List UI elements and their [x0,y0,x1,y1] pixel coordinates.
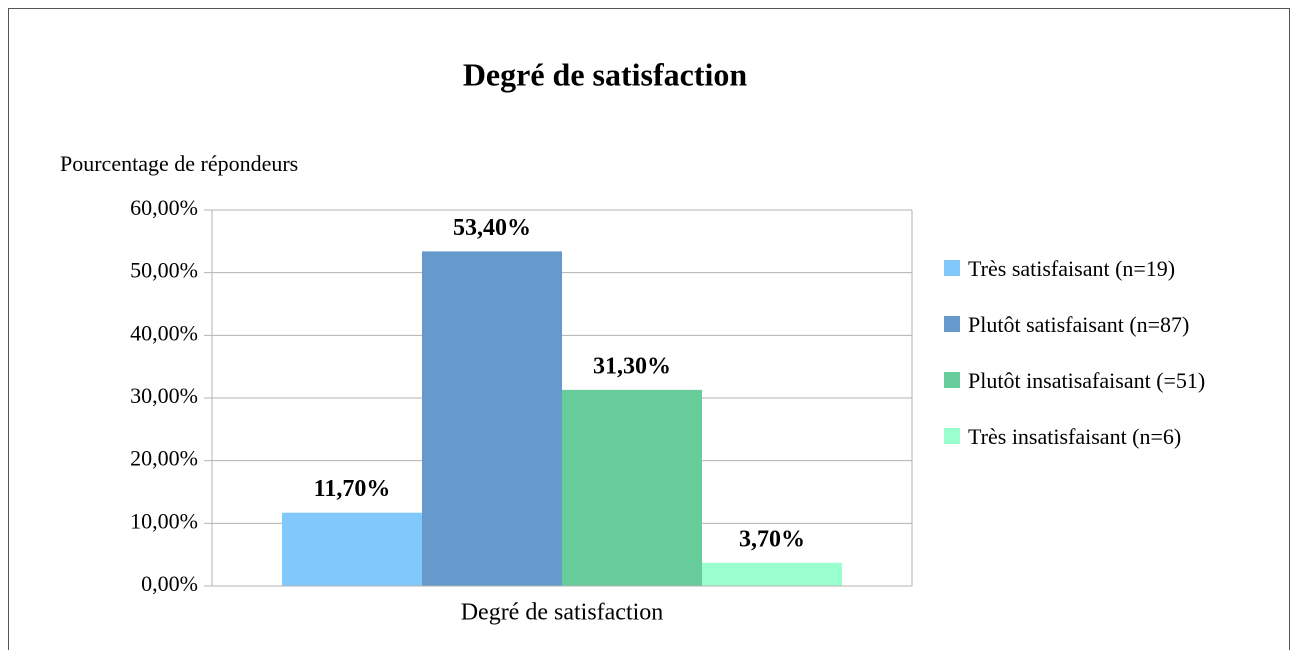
value-label: 11,70% [314,476,391,502]
legend-swatch [944,316,960,332]
legend-label: Très insatisfaisant (n=6) [968,424,1182,449]
value-label: 3,70% [739,526,805,552]
legend-entry: Plutôt insatisafaisant (=51) [944,366,1268,395]
y-tick-label: 60,00% [130,195,198,220]
bar [562,389,702,586]
legend-entry: Très insatisfaisant (n=6) [944,422,1268,451]
y-tick-label: 30,00% [130,383,198,408]
y-tick-label: 0,00% [141,571,198,596]
chart-border [8,8,1290,650]
legend-label: Plutôt insatisafaisant (=51) [968,368,1206,393]
y-tick-label: 40,00% [130,320,198,345]
value-label: 31,30% [593,353,671,379]
legend-entry: Très satisfaisant (n=19) [944,254,1268,283]
legend-label: Très satisfaisant (n=19) [968,256,1176,281]
x-tick-label: Degré de satisfaction [461,600,664,626]
legend-label: Plutôt satisfaisant (n=87) [968,312,1190,337]
bar [282,512,422,586]
chart-title: Degré de satisfaction [463,56,748,92]
legend: Très satisfaisant (n=19) Plutôt satisfais… [944,254,1268,451]
legend-swatch [944,428,960,444]
value-label: 53,40% [453,215,531,241]
legend-entry: Plutôt satisfaisant (n=87) [944,310,1268,339]
y-tick-label: 10,00% [130,508,198,533]
legend-swatch [944,372,960,388]
bar [702,562,842,586]
legend-swatch [944,260,960,276]
y-axis-label: Pourcentage de répondeurs [60,151,298,176]
y-tick-label: 50,00% [130,258,198,283]
bar [422,251,562,587]
y-tick-label: 20,00% [130,446,198,471]
